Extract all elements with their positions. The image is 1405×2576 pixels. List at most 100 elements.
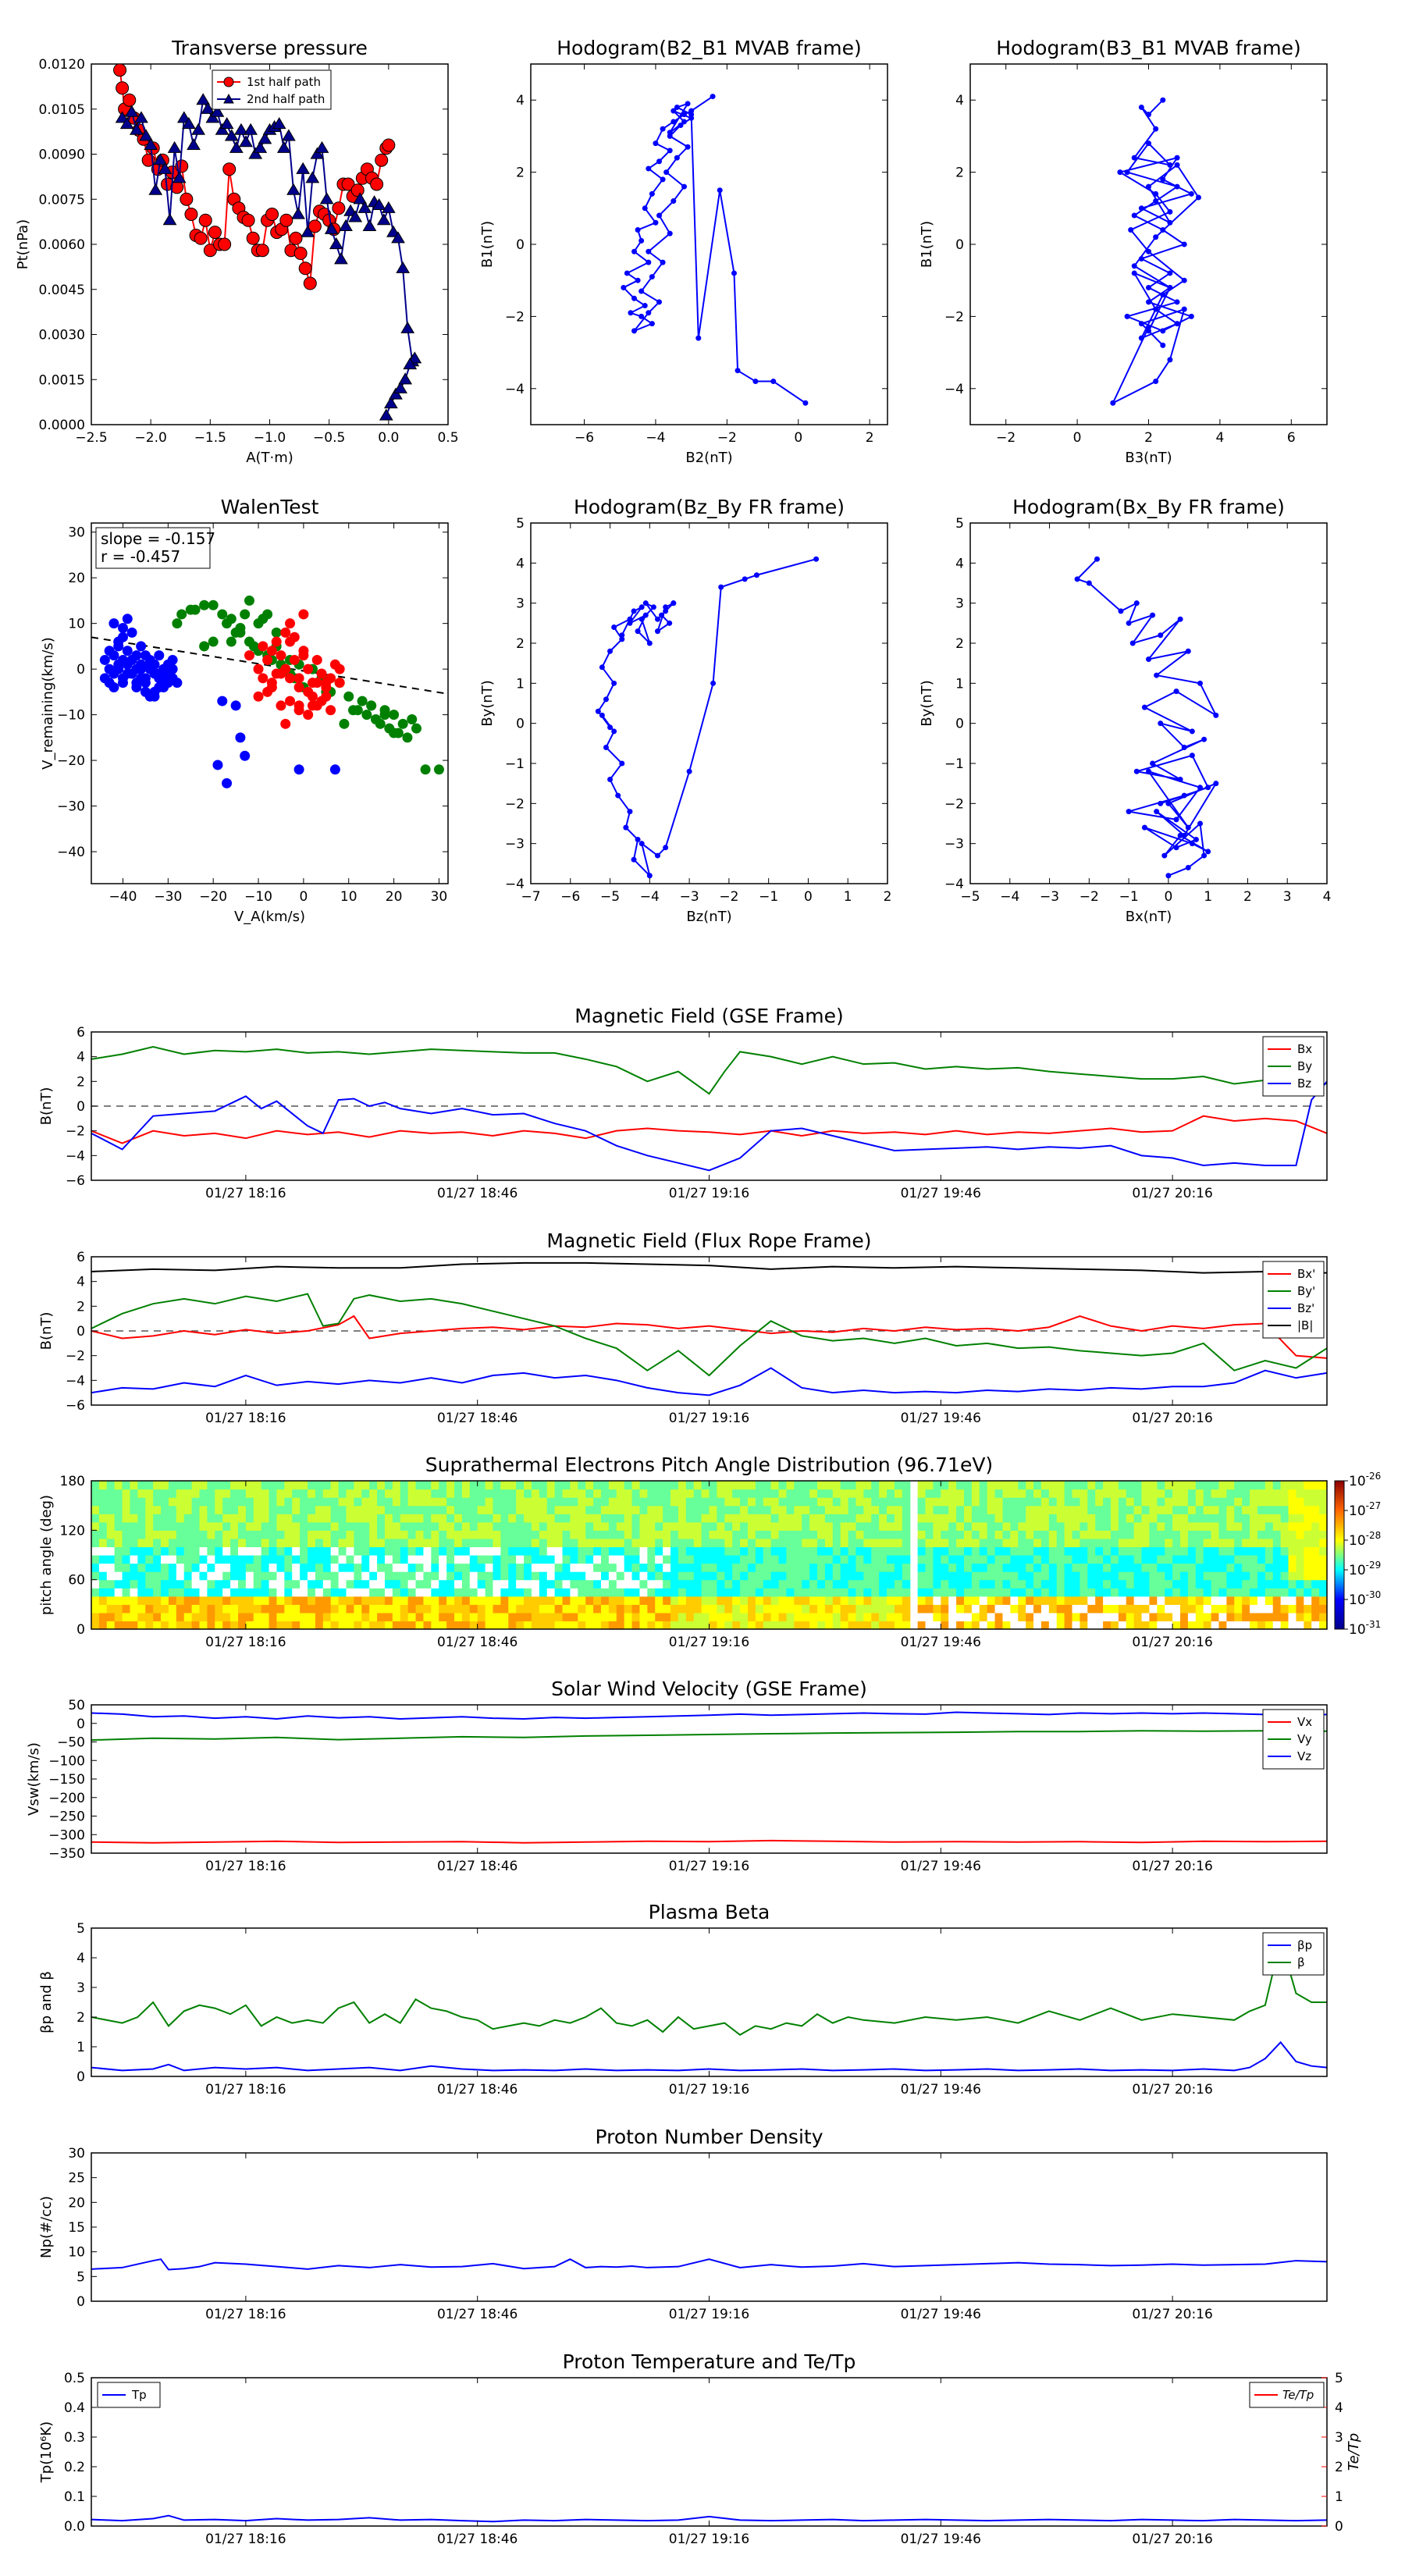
heatmap-cell <box>269 1588 278 1597</box>
heatmap-cell <box>361 1555 370 1564</box>
heatmap-cell <box>817 1521 826 1531</box>
data-point <box>631 608 637 614</box>
heatmap-cell <box>500 1489 509 1498</box>
heatmap-cell <box>948 1612 957 1622</box>
heatmap-cell <box>315 1571 324 1581</box>
data-point <box>123 93 137 107</box>
heatmap-cell <box>183 1596 193 1605</box>
heatmap-cell <box>330 1521 340 1531</box>
data-layer <box>91 2258 1327 2271</box>
heatmap-cell <box>693 1530 702 1539</box>
data-point <box>348 210 363 222</box>
heatmap-cell <box>153 1481 162 1490</box>
heatmap-cell <box>1280 1530 1289 1539</box>
heatmap-cell <box>562 1571 571 1581</box>
heatmap-cell <box>1264 1604 1274 1614</box>
data-point <box>1160 227 1166 233</box>
heatmap-cell <box>1180 1604 1189 1614</box>
colorbar-label: 10-27 <box>1349 1500 1381 1519</box>
data-point <box>1153 198 1159 205</box>
heatmap-cell <box>284 1521 293 1531</box>
heatmap-cell <box>585 1579 594 1589</box>
data-point <box>117 678 128 688</box>
data-point <box>187 137 201 151</box>
heatmap-cell <box>925 1571 934 1581</box>
heatmap-cell <box>176 1621 185 1629</box>
heatmap-cell <box>284 1604 293 1614</box>
heatmap-cell <box>215 1538 223 1548</box>
heatmap-cell <box>1095 1538 1104 1548</box>
heatmap-cell <box>222 1571 231 1581</box>
heatmap-cell <box>315 1481 324 1490</box>
heatmap-cell <box>253 1579 262 1589</box>
heatmap-cell <box>956 1563 965 1572</box>
heatmap-cell <box>600 1489 610 1498</box>
y-axis-label: Pt(nPa) <box>15 219 31 269</box>
panel-title: Plasma Beta <box>649 1901 770 1923</box>
heatmap-cell <box>585 1538 594 1548</box>
data-point <box>348 705 359 716</box>
heatmap-cell <box>600 1563 610 1572</box>
y-tick-label-right: 2 <box>1335 2460 1343 2475</box>
data-point <box>1141 824 1147 831</box>
heatmap-cell <box>461 1505 471 1514</box>
heatmap-cell <box>207 1521 215 1531</box>
heatmap-cell <box>130 1596 138 1605</box>
heatmap-cell <box>655 1563 663 1572</box>
heatmap-cell <box>392 1538 401 1548</box>
heatmap-cell <box>1257 1530 1266 1539</box>
heatmap-cell <box>755 1612 764 1622</box>
heatmap-cell <box>578 1555 586 1564</box>
heatmap-cell <box>168 1505 177 1514</box>
data-point <box>339 718 350 729</box>
heatmap-cell <box>941 1546 949 1556</box>
heatmap-cell <box>678 1612 687 1622</box>
heatmap-cell <box>1056 1596 1065 1605</box>
heatmap-cell <box>338 1546 347 1556</box>
heatmap-cell <box>1033 1489 1042 1498</box>
x-tick-label: 2 <box>1144 430 1153 446</box>
heatmap-cell <box>508 1612 517 1622</box>
heatmap-cell <box>237 1505 247 1514</box>
y-tick-label: 20 <box>68 571 85 586</box>
legend-label: By <box>1297 1059 1312 1073</box>
heatmap-cell <box>1033 1612 1042 1622</box>
heatmap-cell <box>678 1546 687 1556</box>
heatmap-cell <box>354 1530 362 1539</box>
heatmap-cell <box>1272 1489 1282 1498</box>
data-point <box>1174 155 1180 161</box>
heatmap-cell <box>933 1579 941 1589</box>
heatmap-cell <box>608 1571 617 1581</box>
heatmap-cell <box>114 1596 123 1605</box>
heatmap-cell <box>894 1538 903 1548</box>
heatmap-cell <box>477 1546 486 1556</box>
heatmap-cell <box>1149 1563 1158 1572</box>
heatmap-cell <box>740 1481 749 1490</box>
heatmap-cell <box>1304 1497 1312 1507</box>
heatmap-cell <box>400 1489 409 1498</box>
heatmap-cell <box>809 1621 818 1629</box>
heatmap-cell <box>516 1555 525 1564</box>
heatmap-cell <box>608 1538 617 1548</box>
heatmap-cell <box>384 1579 393 1589</box>
heatmap-cell <box>855 1530 864 1539</box>
heatmap-cell <box>1264 1505 1274 1514</box>
heatmap-cell <box>454 1555 463 1564</box>
heatmap-cell <box>377 1612 386 1622</box>
heatmap-cell <box>369 1588 378 1597</box>
heatmap-cell <box>261 1505 270 1514</box>
heatmap-cell <box>763 1571 772 1581</box>
heatmap-cell <box>1126 1546 1135 1556</box>
heatmap-cell <box>732 1563 741 1572</box>
data-point <box>1197 680 1204 686</box>
heatmap-cell <box>308 1588 316 1597</box>
heatmap-cell <box>1040 1555 1050 1564</box>
heatmap-cell <box>925 1497 934 1507</box>
heatmap-cell <box>817 1604 826 1614</box>
heatmap-cell <box>917 1489 927 1498</box>
heatmap-cell <box>747 1621 756 1629</box>
heatmap-cell <box>1304 1530 1312 1539</box>
heatmap-cell <box>1304 1538 1312 1548</box>
heatmap-cell <box>1048 1612 1058 1622</box>
heatmap-cell <box>1187 1579 1197 1589</box>
